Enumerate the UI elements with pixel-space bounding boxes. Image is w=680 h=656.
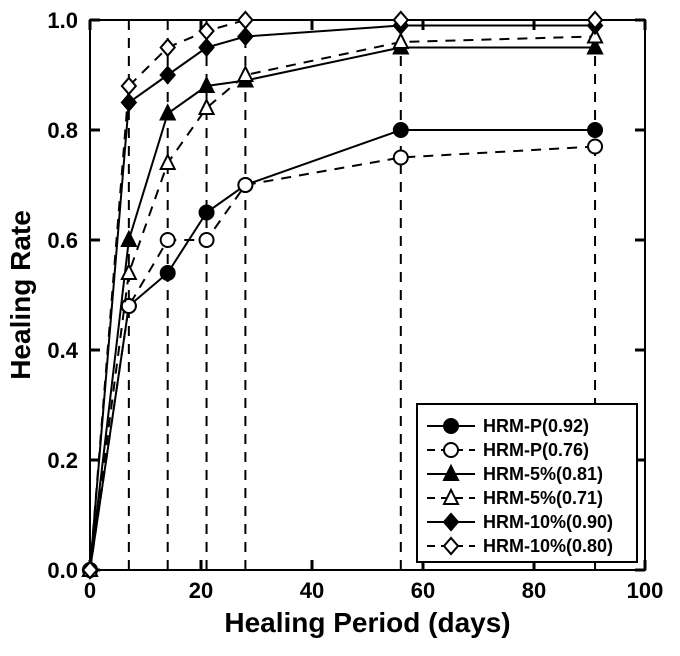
y-tick-label: 0.4 xyxy=(47,338,78,363)
y-tick-label: 0.0 xyxy=(47,558,78,583)
legend-label: HRM-5%(0.81) xyxy=(483,464,603,484)
data-marker xyxy=(444,443,458,457)
data-marker xyxy=(161,105,175,119)
data-marker xyxy=(122,265,136,279)
legend: HRM-P(0.92) HRM-P(0.76) HRM-5%(0.81) HRM-5%… xyxy=(417,404,637,562)
data-marker xyxy=(238,12,252,28)
chart-container: 0 20 40 60 80 100 0.0 0.2 0.4 0.6 0.8 1.0 Healing Pe… xyxy=(0,0,680,656)
legend-label: HRM-P(0.76) xyxy=(483,440,589,460)
legend-label: HRM-10%(0.90) xyxy=(483,512,613,532)
x-tick-label: 80 xyxy=(522,578,546,603)
y-tick-label: 0.2 xyxy=(47,448,78,473)
y-tick-label: 0.8 xyxy=(47,118,78,143)
y-tick-label: 1.0 xyxy=(47,8,78,33)
data-marker xyxy=(200,206,214,220)
data-marker xyxy=(161,266,175,280)
data-marker xyxy=(200,233,214,247)
data-marker xyxy=(200,39,214,55)
legend-label: HRM-10%(0.80) xyxy=(483,536,613,556)
data-marker xyxy=(238,67,252,81)
legend-label: HRM-5%(0.71) xyxy=(483,488,603,508)
data-marker xyxy=(588,123,602,137)
data-marker xyxy=(200,100,214,114)
data-marker xyxy=(394,34,408,48)
data-marker xyxy=(161,233,175,247)
data-marker xyxy=(161,67,175,83)
legend-label: HRM-P(0.92) xyxy=(483,416,589,436)
x-tick-label: 60 xyxy=(411,578,435,603)
y-axis-title: Healing Rate xyxy=(5,210,36,380)
x-tick-label: 0 xyxy=(84,578,96,603)
x-axis-title: Healing Period (days) xyxy=(224,607,510,638)
x-tick-label: 40 xyxy=(300,578,324,603)
y-tick-label: 0.6 xyxy=(47,228,78,253)
data-marker xyxy=(238,28,252,44)
data-marker xyxy=(444,419,458,433)
data-marker xyxy=(588,140,602,154)
data-marker xyxy=(161,39,175,55)
x-tick-label: 20 xyxy=(189,578,213,603)
data-marker xyxy=(238,178,252,192)
healing-rate-chart: 0 20 40 60 80 100 0.0 0.2 0.4 0.6 0.8 1.0 Healing Pe… xyxy=(0,0,680,656)
data-marker xyxy=(394,123,408,137)
data-marker xyxy=(122,232,136,246)
x-tick-label: 100 xyxy=(627,578,664,603)
data-marker xyxy=(394,151,408,165)
